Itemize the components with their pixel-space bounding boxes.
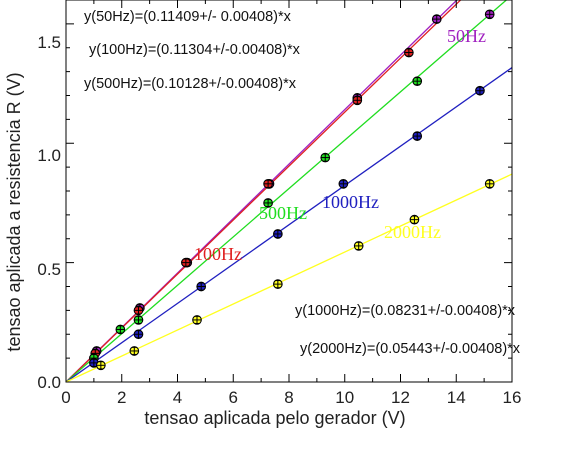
- x-tick-label: 8: [284, 388, 293, 407]
- data-point-2000hz: [273, 279, 283, 289]
- data-point-2000hz: [129, 346, 140, 356]
- x-tick-label: 14: [447, 388, 466, 407]
- fit-line-2000hz: [65, 173, 513, 383]
- data-point-500hz: [263, 198, 273, 208]
- data-point-2000hz: [95, 360, 106, 371]
- data-point-2000hz: [192, 315, 202, 325]
- y-tick-labels: 0.0 0.5 1.0 1.5: [37, 33, 61, 392]
- data-point-2000hz: [409, 214, 420, 225]
- fit-annotation-50hz: y(50Hz)=(0.11409+/- 0.00408)*x: [84, 9, 292, 25]
- fit-annotation-1000hz: y(1000Hz)=(0.08231+/-0.00408)*x: [295, 303, 516, 319]
- fit-line-1000hz: [65, 67, 513, 383]
- data-point-1000hz: [412, 131, 423, 141]
- data-point-1000hz: [338, 178, 349, 189]
- data-point-100hz: [404, 47, 414, 58]
- fit-annotations: y(50Hz)=(0.11409+/- 0.00408)*x y(100Hz)=…: [84, 9, 521, 357]
- x-tick-label: 0: [61, 388, 70, 407]
- fit-line-100hz: [65, 0, 462, 383]
- x-tick-labels: 0 2 4 6 8 10 12 14 16: [61, 388, 521, 407]
- y-axis-label: tensao aplicada a resistencia R (V): [4, 72, 24, 351]
- axis-ticks: [65, 0, 513, 383]
- x-axis-label: tensao aplicada pelo gerador (V): [144, 408, 405, 428]
- data-points: [89, 9, 495, 371]
- x-tick-label: 4: [173, 388, 182, 407]
- fit-annotation-500hz: y(500Hz)=(0.10128+/-0.00408)*x: [84, 76, 297, 92]
- x-tick-label: 16: [503, 388, 522, 407]
- x-tick-label: 10: [335, 388, 354, 407]
- data-point-1000hz: [133, 329, 144, 340]
- y-tick-label: 1.5: [37, 33, 61, 52]
- series-label-1000hz: 1000Hz: [322, 192, 379, 212]
- data-point-100hz: [181, 257, 191, 268]
- data-point-1000hz: [475, 85, 485, 96]
- data-point-2000hz: [484, 178, 495, 189]
- data-point-1000hz: [196, 281, 207, 292]
- fit-annotation-2000hz: y(2000Hz)=(0.05443+/-0.00408)*x: [300, 341, 521, 357]
- x-tick-label: 6: [229, 388, 238, 407]
- data-point-500hz: [133, 315, 144, 325]
- data-point-500hz: [115, 324, 126, 335]
- fit-annotation-100hz: y(100Hz)=(0.11304+/-0.00408)*x: [89, 42, 301, 58]
- data-point-2000hz: [353, 241, 364, 251]
- data-point-50hz: [484, 9, 495, 20]
- data-point-100hz: [352, 95, 363, 106]
- x-tick-label: 12: [391, 388, 410, 407]
- y-tick-label: 0.0: [37, 373, 61, 392]
- series-label-2000hz: 2000Hz: [384, 222, 441, 242]
- series-labels: 50Hz 100Hz 500Hz 1000Hz 2000Hz: [194, 26, 486, 264]
- y-tick-label: 1.0: [37, 146, 61, 165]
- data-point-500hz: [320, 152, 331, 163]
- data-point-100hz: [263, 178, 273, 189]
- data-point-500hz: [412, 76, 423, 87]
- x-tick-label: 2: [117, 388, 126, 407]
- data-point-100hz: [133, 305, 144, 316]
- series-label-100hz: 100Hz: [194, 244, 242, 264]
- data-point-50hz: [431, 14, 442, 24]
- data-point-1000hz: [273, 229, 283, 239]
- series-label-500hz: 500Hz: [259, 203, 307, 223]
- series-label-50hz: 50Hz: [447, 26, 486, 46]
- y-tick-label: 0.5: [37, 260, 61, 279]
